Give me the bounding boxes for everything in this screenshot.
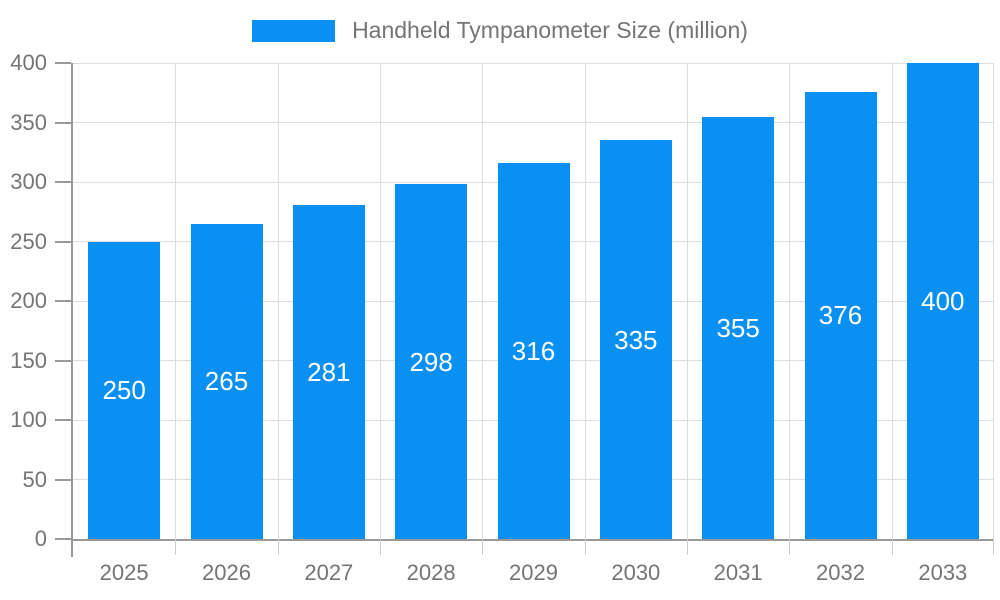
bar-2033: 400 xyxy=(906,63,979,539)
y-axis-tick xyxy=(55,478,71,481)
x-axis-tick-label: 2031 xyxy=(713,560,763,585)
x-axis-tick-label: 2032 xyxy=(816,560,865,585)
x-axis-tick-label: 2027 xyxy=(304,560,354,585)
y-axis-tick-label: 100 xyxy=(10,407,47,432)
y-axis-tick-label: 350 xyxy=(10,109,47,135)
legend[interactable]: Handheld Tympanometer Size (million) xyxy=(0,14,1000,48)
x-gridline xyxy=(993,63,994,539)
y-gridline xyxy=(73,62,994,64)
bar-2031: 355 xyxy=(702,116,775,539)
bar-value-label: 355 xyxy=(716,312,760,343)
x-gridline xyxy=(891,63,893,539)
bar-value-label: 265 xyxy=(204,366,249,397)
x-axis-tick-label: 2026 xyxy=(202,560,251,585)
x-axis-tick xyxy=(380,539,381,555)
y-axis-tick-label: 300 xyxy=(10,169,47,194)
legend-swatch xyxy=(252,20,336,42)
x-gridline xyxy=(789,63,791,539)
y-axis-tick xyxy=(55,419,71,421)
x-gridline xyxy=(687,63,688,539)
x-axis-tick xyxy=(584,539,586,555)
y-gridline xyxy=(73,122,994,123)
bar-value-label: 400 xyxy=(921,286,965,316)
x-axis-tick-label: 2033 xyxy=(918,560,968,585)
bar-2027: 281 xyxy=(292,204,365,539)
bar-2025: 250 xyxy=(88,241,161,539)
x-axis-tick xyxy=(277,539,279,555)
x-axis-line xyxy=(71,539,994,541)
bar-2030: 335 xyxy=(599,140,672,539)
y-axis-tick xyxy=(55,62,71,64)
y-axis-tick xyxy=(55,181,71,183)
y-axis-tick xyxy=(55,300,71,302)
y-axis-tick-label: 200 xyxy=(10,288,47,313)
x-gridline xyxy=(277,63,279,539)
x-axis-tick-label: 2029 xyxy=(509,560,558,585)
x-gridline xyxy=(175,63,177,539)
bar-value-label: 316 xyxy=(511,335,556,366)
bar-value-label: 281 xyxy=(307,356,351,387)
bar-2028: 298 xyxy=(395,184,468,539)
x-axis-tick xyxy=(482,539,484,555)
y-axis-tick-label: 250 xyxy=(10,228,47,254)
bar-value-label: 250 xyxy=(102,375,146,406)
y-axis-tick-label: 50 xyxy=(22,466,47,492)
x-gridline xyxy=(482,63,484,539)
bar-value-label: 298 xyxy=(409,346,453,377)
x-gridline xyxy=(380,63,381,539)
y-axis-tick-label: 150 xyxy=(10,347,47,373)
bar-2032: 376 xyxy=(804,91,877,539)
x-axis-tick-label: 2025 xyxy=(99,560,149,585)
legend-label: Handheld Tympanometer Size (million) xyxy=(352,17,748,44)
bar-2026: 265 xyxy=(190,223,263,539)
x-axis-tick-label: 2030 xyxy=(611,560,661,585)
y-axis-tick xyxy=(55,121,71,124)
bar-value-label: 335 xyxy=(614,324,658,355)
x-gridline xyxy=(584,63,586,539)
y-axis-tick-label: 0 xyxy=(34,526,47,551)
x-axis-tick xyxy=(993,539,994,555)
x-axis-tick-label: 2028 xyxy=(406,560,456,585)
bar-2029: 316 xyxy=(497,162,570,539)
y-axis-line xyxy=(71,63,73,557)
x-axis-tick xyxy=(789,539,791,555)
x-axis-tick xyxy=(175,539,177,555)
y-axis-tick xyxy=(55,538,71,540)
bar-value-label: 376 xyxy=(818,300,863,331)
y-axis-tick xyxy=(55,240,71,243)
y-axis-tick xyxy=(55,359,71,362)
x-axis-tick xyxy=(891,539,893,555)
x-axis-tick xyxy=(687,539,688,555)
y-axis-tick-label: 400 xyxy=(10,50,47,75)
plot-area: 0 50 100 150 200 250 300 350 400 250 2025 265 2026 28… xyxy=(10,52,994,584)
